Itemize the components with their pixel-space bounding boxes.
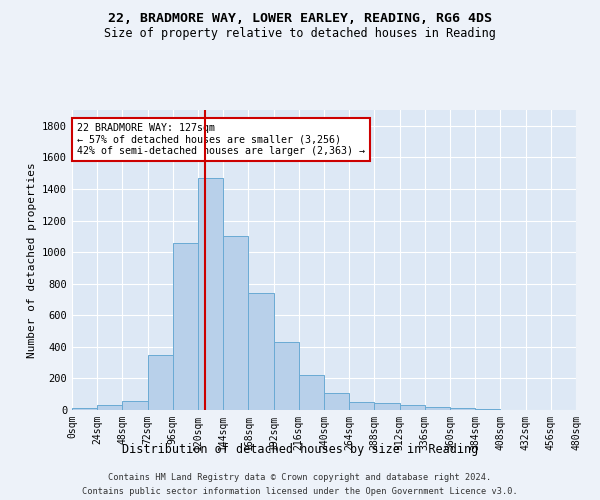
- Text: Contains HM Land Registry data © Crown copyright and database right 2024.: Contains HM Land Registry data © Crown c…: [109, 472, 491, 482]
- Bar: [173, 242, 198, 410]
- Bar: [148, 354, 173, 410]
- Bar: [198, 178, 223, 410]
- Bar: [122, 402, 148, 410]
- Text: Distribution of detached houses by size in Reading: Distribution of detached houses by size …: [122, 442, 478, 456]
- Bar: [400, 406, 425, 410]
- Bar: [349, 402, 374, 410]
- Bar: [425, 407, 450, 410]
- Bar: [274, 342, 299, 410]
- Bar: [248, 293, 274, 410]
- Bar: [374, 403, 400, 410]
- Text: Size of property relative to detached houses in Reading: Size of property relative to detached ho…: [104, 28, 496, 40]
- Bar: [72, 408, 97, 410]
- Bar: [324, 392, 349, 410]
- Text: Contains public sector information licensed under the Open Government Licence v3: Contains public sector information licen…: [82, 488, 518, 496]
- Y-axis label: Number of detached properties: Number of detached properties: [26, 162, 37, 358]
- Bar: [97, 406, 122, 410]
- Bar: [475, 409, 500, 410]
- Bar: [299, 376, 324, 410]
- Bar: [450, 408, 475, 410]
- Bar: [223, 236, 248, 410]
- Text: 22 BRADMORE WAY: 127sqm
← 57% of detached houses are smaller (3,256)
42% of semi: 22 BRADMORE WAY: 127sqm ← 57% of detache…: [77, 122, 365, 156]
- Text: 22, BRADMORE WAY, LOWER EARLEY, READING, RG6 4DS: 22, BRADMORE WAY, LOWER EARLEY, READING,…: [108, 12, 492, 26]
